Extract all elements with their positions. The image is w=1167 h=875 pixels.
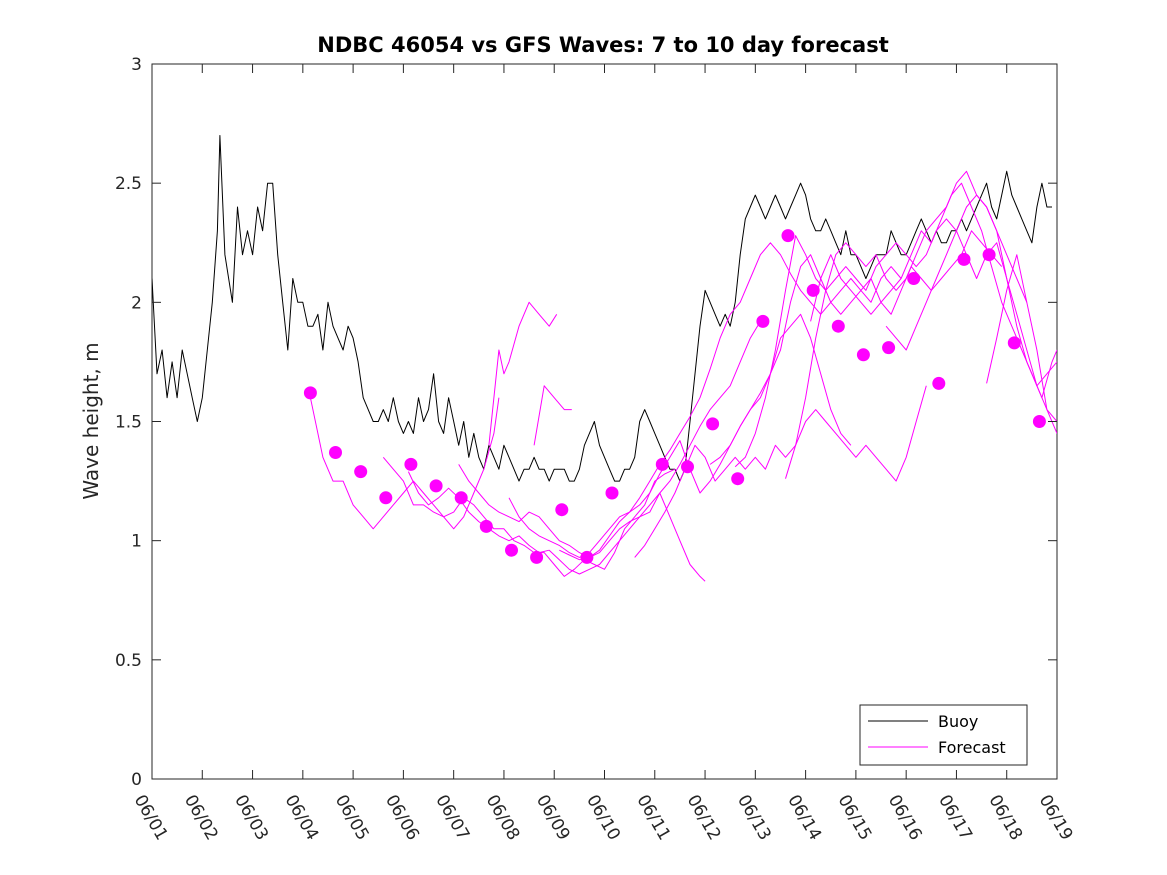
y-axis-label: Wave height, m (79, 342, 103, 499)
forecast-marker (1007, 336, 1021, 350)
y-tick-label: 0.5 (115, 651, 142, 671)
forecast-marker (479, 519, 493, 533)
forecast-marker (555, 503, 569, 517)
legend-buoy-label: Buoy (938, 712, 978, 731)
legend-forecast-label: Forecast (938, 738, 1006, 757)
forecast-marker (957, 252, 971, 266)
forecast-marker (681, 460, 694, 474)
y-tick-label: 2.5 (115, 174, 142, 194)
forecast-marker (404, 457, 418, 471)
y-tick-label: 2 (131, 293, 142, 313)
forecast-marker (655, 457, 669, 471)
y-tick-label: 3 (131, 55, 142, 75)
forecast-line (458, 321, 761, 558)
forecast-line (309, 397, 500, 530)
legend-box (859, 704, 1028, 766)
forecast-line (785, 170, 1057, 479)
forecast-line (986, 254, 1057, 434)
chart-title: NDBC 46054 vs GFS Waves: 7 to 10 day for… (317, 33, 888, 57)
forecast-line (559, 313, 852, 561)
forecast-line (885, 230, 1057, 422)
buoy-line (152, 135, 1052, 482)
forecast-line (810, 182, 1057, 399)
plot-content (152, 135, 1057, 582)
forecast-marker (530, 550, 544, 564)
forecast-line (634, 385, 927, 558)
legend: Buoy Forecast (859, 704, 1028, 766)
forecast-marker (580, 550, 594, 564)
forecast-marker (354, 465, 368, 479)
forecast-marker (806, 283, 820, 297)
forecast-line (508, 242, 902, 558)
y-tick-label: 0 (131, 770, 142, 790)
y-axis: 0 0.5 1 1.5 2 2.5 3 (115, 55, 1057, 790)
forecast-marker (731, 472, 745, 486)
forecast-marker (706, 417, 720, 431)
forecast-marker (1032, 415, 1046, 428)
forecast-marker (454, 491, 468, 505)
forecast-marker (379, 491, 393, 505)
forecast-marker (505, 543, 518, 557)
forecast-marker (882, 341, 896, 355)
forecast-series (303, 170, 1057, 582)
forecast-marker (329, 446, 342, 459)
forecast-marker (756, 314, 770, 328)
forecast-line (488, 301, 558, 446)
forecast-marker (856, 348, 870, 362)
forecast-line (533, 385, 572, 446)
forecast-marker (831, 319, 845, 333)
forecast-marker (932, 376, 946, 390)
forecast-line (382, 456, 676, 577)
plot-area (151, 63, 1058, 780)
forecast-marker (982, 248, 996, 262)
buoy-series (152, 135, 1052, 482)
forecast-marker (303, 386, 317, 400)
y-tick-label: 1.5 (115, 413, 142, 433)
forecast-marker (429, 479, 443, 493)
forecast-marker (781, 229, 795, 243)
y-tick-label: 1 (131, 532, 142, 552)
forecast-marker (605, 486, 619, 500)
forecast-marker (907, 272, 921, 285)
